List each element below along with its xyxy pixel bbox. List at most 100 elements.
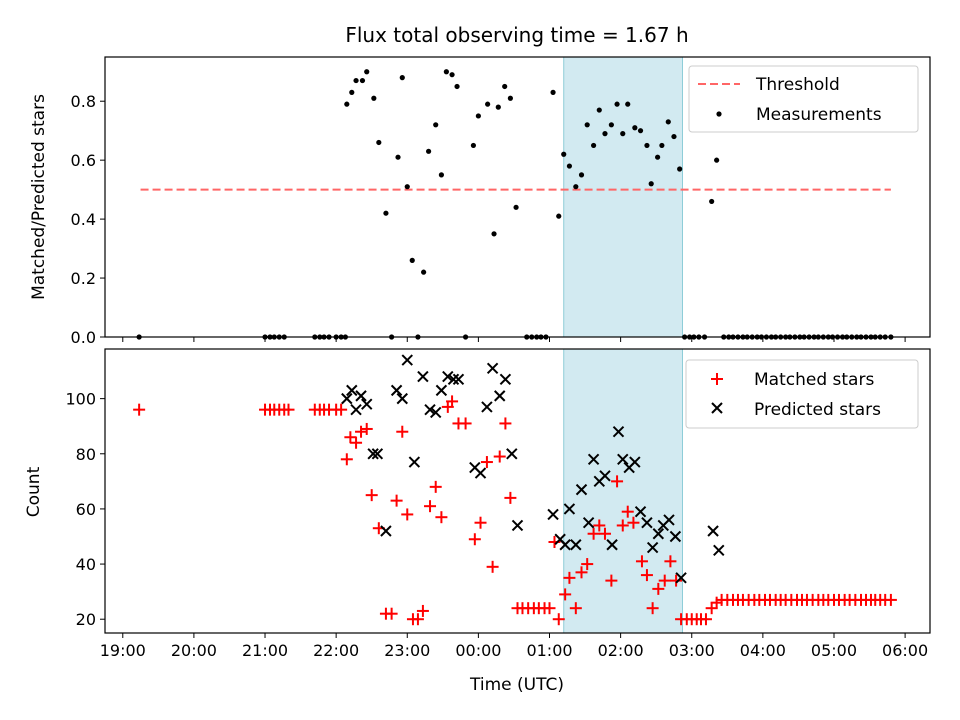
predicted-star-point — [442, 370, 454, 383]
matched-star-point — [355, 425, 368, 438]
measurement-point — [395, 154, 401, 160]
predicted-star-point — [587, 453, 600, 465]
predicted-star-point — [424, 403, 436, 416]
measurement-point — [709, 198, 715, 205]
predicted-star-point — [447, 373, 460, 386]
matched-star-point — [446, 395, 459, 408]
count-y-axis: 20 40 60 80 100 — [65, 390, 105, 629]
predicted-star-point — [355, 390, 367, 402]
count-y-axis-label: Count — [24, 466, 44, 517]
measurement-point — [677, 166, 683, 172]
count-ytick-label: 100 — [65, 390, 96, 409]
predicted-star-point — [361, 398, 373, 410]
chart-title: Flux total observing time = 1.67 h — [345, 23, 688, 47]
predicted-star-point — [570, 539, 582, 551]
predicted-star-point — [346, 384, 358, 397]
predicted-star-point — [641, 517, 653, 529]
measurement-point — [495, 104, 501, 110]
count-ytick-label: 20 — [76, 610, 96, 629]
predicted-star-point — [396, 392, 408, 405]
measurement-point — [409, 257, 415, 263]
predicted-star-point — [707, 525, 719, 537]
measurement-point — [404, 184, 410, 190]
measurement-point — [359, 77, 366, 84]
measurement-point — [353, 77, 359, 84]
count-xtick-label: 00:00 — [455, 641, 501, 660]
x-axis-label: Time (UTC) — [469, 675, 564, 695]
matched-stars-points — [133, 395, 897, 626]
count-xtick-label: 22:00 — [313, 641, 359, 660]
predicted-star-point — [435, 384, 448, 397]
count-xtick-label: 06:00 — [882, 641, 928, 660]
measurement-point — [584, 122, 590, 128]
matched-star-point — [884, 593, 897, 606]
matched-star-point — [552, 613, 565, 626]
ratio-ytick-label: 0.0 — [71, 328, 96, 347]
legend-predicted-label: Predicted stars — [754, 400, 881, 420]
predicted-star-point — [634, 505, 647, 518]
matched-star-point — [424, 500, 437, 513]
matched-star-point — [282, 403, 295, 416]
measurement-point — [383, 210, 389, 216]
ratio-y-axis-label: Matched/Predicted stars — [29, 94, 49, 300]
predicted-star-point — [452, 373, 465, 386]
measurement-point — [596, 107, 602, 113]
measurement-point — [443, 69, 449, 75]
measurement-point — [637, 128, 644, 134]
matched-star-point — [344, 431, 357, 444]
count-ytick-label: 40 — [76, 555, 96, 574]
measurement-point — [425, 148, 432, 154]
ratio-plot-frame — [104, 56, 931, 338]
measurement-point — [454, 83, 460, 90]
count-plot-frame — [104, 348, 931, 634]
measurement-point — [556, 213, 562, 219]
count-x-axis: 19:00 20:00 21:00 22:00 23:00 00:00 01:00 02:00… — [100, 633, 928, 660]
predicted-star-point — [341, 392, 353, 405]
predicted-star-point — [481, 401, 493, 413]
ratio-ytick-label: 0.8 — [71, 92, 96, 111]
ratio-legend: Threshold Measurements — [688, 65, 919, 133]
measurement-point — [438, 172, 445, 178]
predicted-star-point — [367, 448, 379, 460]
predicted-star-point — [663, 514, 675, 526]
measurement-point — [376, 139, 382, 146]
matched-star-point — [480, 456, 493, 469]
predicted-star-point — [599, 470, 611, 482]
measurement-point — [655, 154, 661, 160]
predicted-star-point — [675, 572, 687, 584]
measurement-point — [608, 122, 614, 128]
predicted-star-point — [646, 541, 659, 554]
measurement-point — [561, 151, 567, 157]
matched-star-point — [569, 602, 582, 615]
measurement-point — [507, 95, 513, 101]
matched-star-point — [493, 450, 506, 463]
ratio-ytick-label: 0.2 — [71, 269, 96, 288]
predicted-star-point — [430, 406, 442, 419]
count-xtick-label: 01:00 — [526, 641, 572, 660]
matched-star-point — [435, 511, 448, 524]
matched-star-point — [396, 425, 409, 438]
measurement-point — [421, 269, 427, 275]
matched-star-point — [587, 527, 600, 540]
count-xtick-label: 19:00 — [100, 641, 146, 660]
matched-star-point — [593, 519, 606, 532]
matched-star-point — [559, 588, 572, 601]
ratio-shaded-span — [563, 56, 684, 338]
matched-star-point — [401, 508, 414, 521]
matched-star-point — [504, 491, 517, 504]
measurement-point — [513, 204, 519, 210]
predicted-star-point — [617, 453, 629, 465]
legend-predicted-swatch — [711, 402, 723, 414]
predicted-star-point — [401, 354, 413, 366]
predicted-star-point — [713, 544, 725, 556]
matched-star-point — [658, 574, 671, 587]
matched-star-point — [350, 436, 363, 449]
measurement-point — [344, 101, 350, 107]
matched-star-point — [563, 571, 576, 584]
matched-star-point — [416, 604, 429, 617]
measurement-point — [433, 122, 439, 128]
matched-star-point — [575, 566, 588, 579]
matched-star-point — [627, 516, 640, 529]
matched-star-point — [670, 574, 683, 587]
matched-star-point — [640, 569, 653, 582]
